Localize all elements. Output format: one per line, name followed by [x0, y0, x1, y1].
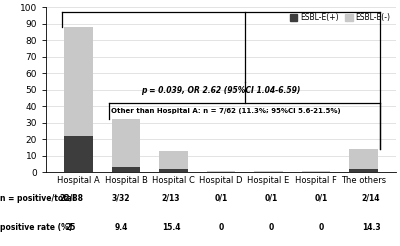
Text: n = positive/total: n = positive/total	[0, 194, 75, 202]
Text: p = 0.039, OR 2.62 (95%CI 1.04-6.59): p = 0.039, OR 2.62 (95%CI 1.04-6.59)	[141, 87, 301, 95]
Text: 9.4: 9.4	[114, 223, 128, 232]
Legend: ESBL-E(+), ESBL-E(-): ESBL-E(+), ESBL-E(-)	[288, 11, 392, 23]
Text: 2/14: 2/14	[362, 194, 380, 202]
Bar	[254, 170, 283, 172]
Text: 25: 25	[66, 223, 76, 232]
Text: 2/13: 2/13	[162, 194, 180, 202]
Bar	[159, 169, 188, 172]
Text: positive rate (%): positive rate (%)	[0, 223, 73, 232]
Bar	[349, 149, 378, 169]
Text: 0: 0	[318, 223, 324, 232]
Bar	[64, 27, 93, 136]
Text: 15.4: 15.4	[162, 223, 180, 232]
Bar	[207, 170, 235, 172]
Text: 0: 0	[218, 223, 224, 232]
Text: 0: 0	[268, 223, 274, 232]
Text: 14.3: 14.3	[362, 223, 380, 232]
Bar	[112, 167, 140, 172]
Text: 22/88: 22/88	[59, 194, 83, 202]
Bar	[159, 151, 188, 169]
Text: 0/1: 0/1	[314, 194, 328, 202]
Bar	[302, 170, 330, 172]
Text: 3/32: 3/32	[112, 194, 130, 202]
Bar	[112, 120, 140, 167]
Bar	[64, 136, 93, 172]
Text: 0/1: 0/1	[214, 194, 228, 202]
Bar	[349, 169, 378, 172]
Text: 0/1: 0/1	[264, 194, 278, 202]
Text: Other than Hospital A: n = 7/62 (11.3%; 95%CI 5.6-21.5%): Other than Hospital A: n = 7/62 (11.3%; …	[111, 108, 340, 114]
